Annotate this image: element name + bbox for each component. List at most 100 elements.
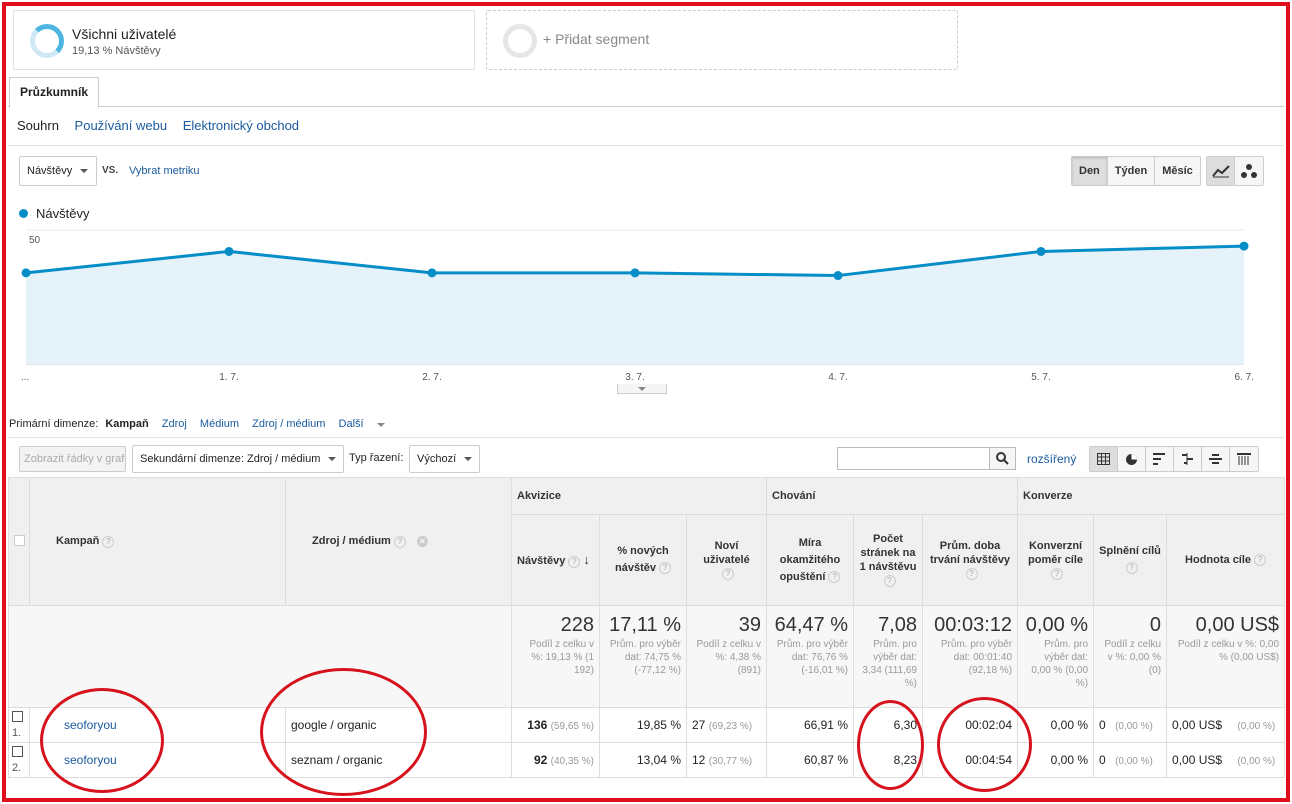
divider	[8, 437, 1284, 438]
period-week-button[interactable]: Týden	[1107, 157, 1156, 185]
row-value-cell: 0,00 US$ (0,00 %)	[1166, 707, 1286, 743]
help-icon[interactable]: ?	[828, 570, 841, 583]
help-icon[interactable]: ?	[568, 555, 581, 568]
header-visits[interactable]: Návštěvy? ↓	[511, 514, 600, 606]
row-select-cell[interactable]: 2.	[8, 742, 30, 778]
header-campaign[interactable]: Kampaň?	[29, 477, 286, 606]
advanced-filter-link[interactable]: rozšířený	[1027, 452, 1077, 466]
table-row: 2. seoforyou seznam / organic 92 (40,35 …	[8, 742, 1286, 778]
header-pages-per-visit[interactable]: Počet stránek na 1 návštěvu?	[853, 514, 923, 606]
header-conversion-rate[interactable]: Konverzní poměr cíle?	[1017, 514, 1095, 606]
chevron-down-icon	[376, 423, 385, 427]
group-acquisition: Akvizice	[511, 477, 767, 515]
header-new-visits-pct[interactable]: % nových návštěv?	[599, 514, 687, 606]
header-goal-value-label: Hodnota cíle	[1185, 553, 1252, 566]
dimension-campaign[interactable]: Kampaň	[105, 418, 149, 430]
chart-type-selector	[1206, 156, 1264, 186]
tab-explorer[interactable]: Průzkumník	[9, 77, 100, 108]
period-month-button[interactable]: Měsíc	[1155, 157, 1200, 185]
dimension-source[interactable]: Zdroj	[161, 418, 187, 430]
view-comparison-button[interactable]	[1174, 447, 1202, 471]
view-performance-button[interactable]	[1146, 447, 1174, 471]
help-icon[interactable]: ?	[658, 562, 671, 575]
header-visits-label: Návštěvy	[517, 555, 566, 568]
table-search-input[interactable]	[837, 447, 990, 470]
row-bounce-cell: 66,91 %	[766, 707, 854, 743]
secondary-dimension-dropdown[interactable]: Sekundární dimenze: Zdroj / médium	[132, 445, 345, 473]
subnav-web-usage[interactable]: Používání webu	[74, 118, 168, 133]
plot-rows-button[interactable]: Zobrazit řádky v grafu	[19, 446, 126, 472]
add-segment-label: + Přidat segment	[543, 31, 650, 47]
row-checkbox[interactable]	[12, 711, 23, 722]
search-icon	[996, 452, 1009, 465]
period-day-button[interactable]: Den	[1072, 157, 1108, 185]
segment-ring-icon	[30, 24, 64, 58]
totals-pages-value: 7,08	[878, 614, 917, 636]
totals-visits-sub: Podíl z celku v %: 19,13 % (1 192)	[529, 639, 594, 676]
row-value-pct: (0,00 %)	[1237, 756, 1276, 767]
dimension-source-medium[interactable]: Zdroj / médium	[252, 418, 326, 430]
data-point	[833, 271, 843, 281]
view-pie-button[interactable]	[1118, 447, 1146, 471]
header-source-medium[interactable]: Zdroj / médium? ×	[285, 477, 512, 606]
dimension-more[interactable]: Další	[339, 418, 395, 430]
line-chart-button[interactable]	[1207, 157, 1235, 185]
group-conversions: Konverze	[1017, 477, 1286, 515]
view-table-button[interactable]	[1090, 447, 1118, 471]
help-icon[interactable]: ?	[393, 535, 406, 548]
chart-collapse-handle[interactable]	[617, 384, 667, 394]
dimension-medium[interactable]: Médium	[199, 418, 240, 430]
select-all-cell[interactable]	[8, 477, 30, 606]
help-icon[interactable]: ?	[1051, 568, 1064, 581]
segment-all-users[interactable]: Všichni uživatelé 19,13 % Návštěvy	[13, 10, 475, 70]
choose-metric-link[interactable]: Vybrat metriku	[129, 165, 200, 177]
header-avg-duration[interactable]: Prům. doba trvání návštěvy?	[921, 514, 1019, 606]
help-icon[interactable]: ?	[965, 568, 978, 581]
select-all-checkbox[interactable]	[14, 534, 25, 546]
x-tick-label: 2. 7.	[422, 372, 441, 383]
report-table: Kampaň? Zdroj / médium? × Akvizice Chová…	[8, 477, 1286, 778]
header-goal-completions[interactable]: Splnění cílů?	[1093, 514, 1168, 606]
motion-chart-button[interactable]	[1235, 157, 1263, 185]
term-cloud-icon	[1209, 454, 1222, 464]
help-icon[interactable]: ?	[1254, 554, 1267, 567]
subnav-summary[interactable]: Souhrn	[17, 118, 59, 133]
row-select-cell[interactable]: 1.	[8, 707, 30, 743]
totals-conv-rate-sub: Prům. pro výběr dat: 0,00 % (0,00 %)	[1031, 639, 1089, 689]
add-segment-button[interactable]: + Přidat segment	[486, 10, 958, 70]
header-goal-value[interactable]: Hodnota cíle?	[1166, 514, 1286, 606]
totals-bounce-sub: Prům. pro výběr dat: 76,76 % (-16,01 %)	[776, 639, 848, 676]
header-bounce-rate[interactable]: Míra okamžitého opuštění?	[766, 514, 854, 606]
bubble-chart-icon	[1241, 164, 1257, 178]
view-pivot-button[interactable]	[1230, 447, 1258, 471]
sort-type-dropdown[interactable]: Výchozí	[409, 445, 481, 473]
header-new-users[interactable]: Noví uživatelé?	[686, 514, 767, 606]
view-term-cloud-button[interactable]	[1202, 447, 1230, 471]
primary-dimension-bar: Primární dimenze: Kampaň Zdroj Médium Zd…	[9, 418, 405, 430]
header-source-medium-label: Zdroj / médium	[312, 535, 391, 548]
totals-pages: 7,08 Prům. pro výběr dat: 3,34 (111,69 %)	[853, 605, 923, 708]
remove-dimension-icon[interactable]: ×	[416, 536, 428, 548]
search-button[interactable]	[990, 447, 1016, 470]
subnav-ecommerce[interactable]: Elektronický obchod	[182, 118, 300, 133]
data-point	[1239, 241, 1249, 251]
divider	[8, 145, 1284, 146]
row-new-users-pct: (30,77 %)	[708, 756, 753, 767]
segment-title: Všichni uživatelé	[72, 26, 177, 42]
help-icon[interactable]: ?	[1125, 562, 1138, 575]
row-completions-cell: 0 (0,00 %)	[1093, 742, 1168, 778]
sort-type-label: Typ řazení:	[349, 452, 404, 464]
vs-label: VS.	[102, 165, 119, 176]
primary-dimension-label: Primární dimenze:	[9, 418, 99, 430]
row-checkbox[interactable]	[12, 746, 23, 757]
help-icon[interactable]: ?	[102, 535, 115, 548]
x-tick-label: ...	[21, 372, 29, 383]
row-new-pct-cell: 13,04 %	[599, 742, 687, 778]
help-icon[interactable]: ?	[722, 568, 734, 581]
totals-duration-value: 00:03:12	[934, 614, 1013, 636]
metric-dropdown[interactable]: Návštěvy	[19, 156, 97, 186]
help-icon[interactable]: ?	[883, 575, 896, 588]
header-new-visits-pct-label: % nových návštěv	[615, 545, 669, 574]
header-new-users-label: Noví uživatelé	[703, 540, 750, 566]
bar-list-icon	[1153, 453, 1165, 465]
